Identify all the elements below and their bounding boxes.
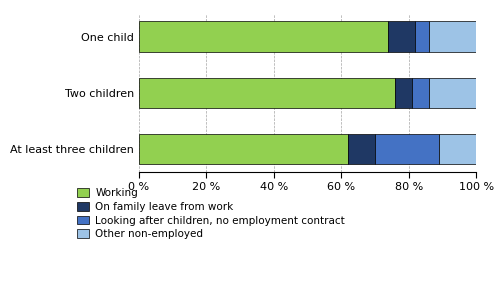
Bar — [139, 21, 388, 52]
Bar — [139, 134, 348, 164]
Bar — [416, 21, 429, 52]
Bar — [439, 134, 476, 164]
Bar — [429, 78, 476, 108]
Bar — [139, 78, 395, 108]
Bar — [412, 78, 429, 108]
Bar — [388, 21, 416, 52]
Bar — [395, 78, 412, 108]
Legend: Working, On family leave from work, Looking after children, no employment contra: Working, On family leave from work, Look… — [77, 188, 345, 239]
Bar — [375, 134, 439, 164]
Bar — [348, 134, 375, 164]
Bar — [429, 21, 476, 52]
